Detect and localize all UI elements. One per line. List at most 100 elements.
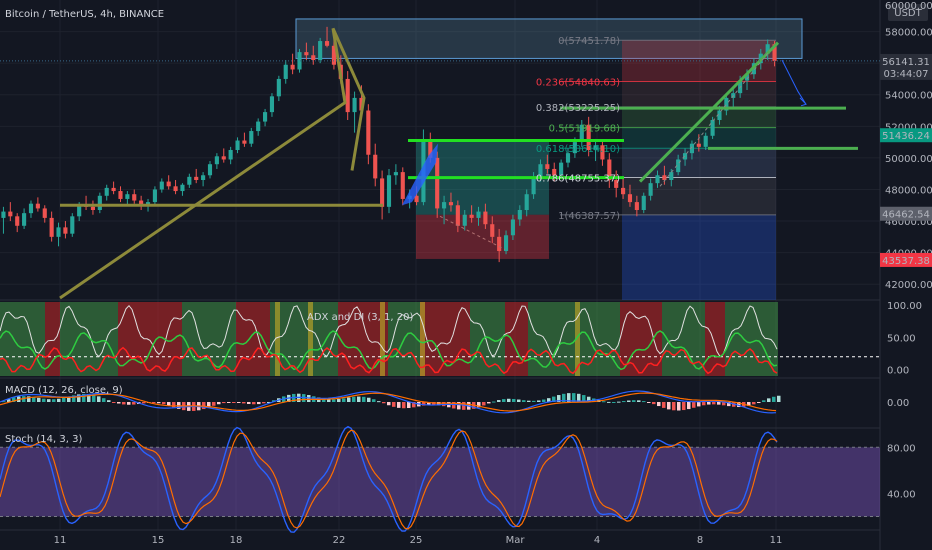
candle-body[interactable] [318,41,323,60]
candle-body[interactable] [132,194,137,201]
candle-body[interactable] [593,145,598,150]
candle-body[interactable] [111,187,116,192]
candle-body[interactable] [703,135,708,147]
candle-body[interactable] [448,202,454,206]
candle-body[interactable] [201,175,206,180]
currency-badge[interactable] [888,4,928,21]
candle-body[interactable] [607,159,612,180]
candle-body[interactable] [462,214,467,226]
price-tag[interactable] [880,252,932,267]
candle-body[interactable] [56,227,61,237]
candle-body[interactable] [139,200,144,206]
candle-body[interactable] [214,156,219,165]
candle-body[interactable] [414,195,419,203]
candle-body[interactable] [304,52,309,56]
candle-body[interactable] [366,110,371,155]
candle-body[interactable] [386,175,392,207]
candle-body[interactable] [662,175,667,180]
candle-body[interactable] [145,202,151,206]
candle-body[interactable] [497,236,502,252]
candle-body[interactable] [228,150,233,160]
candle-body[interactable] [435,157,440,209]
candle-body[interactable] [290,64,295,70]
candle-body[interactable] [70,216,75,234]
candle-body[interactable] [428,140,433,158]
candle-body[interactable] [717,110,722,120]
candle-body[interactable] [689,143,695,154]
candle-body[interactable] [676,159,681,173]
candle-body[interactable] [572,142,577,154]
time-axis[interactable]: 11 15 18 22 25 Mar 4 8 11 [54,535,783,546]
candle-body[interactable] [400,172,405,199]
candle-body[interactable] [1,211,6,218]
candle-body[interactable] [263,112,268,122]
candle-body[interactable] [476,211,481,218]
candle-body[interactable] [724,97,729,111]
candle-body[interactable] [373,154,378,179]
candle-body[interactable] [42,208,47,218]
candle-body[interactable] [744,74,750,81]
price-tag[interactable] [880,53,932,80]
candle-body[interactable] [765,44,770,54]
candle-body[interactable] [634,202,639,210]
candle-body[interactable] [442,202,447,209]
candle-body[interactable] [90,206,96,210]
candle-body[interactable] [63,227,68,234]
candle-body[interactable] [97,195,102,210]
candle-body[interactable] [565,153,571,163]
candle-body[interactable] [35,203,40,209]
candle-body[interactable] [621,187,626,195]
candle-body[interactable] [242,140,247,144]
candle-body[interactable] [517,210,522,220]
candle-body[interactable] [524,194,529,210]
candle-body[interactable] [503,235,509,252]
candle-body[interactable] [531,176,536,195]
candle-body[interactable] [641,195,646,210]
candle-body[interactable] [180,184,185,192]
candle-body[interactable] [483,211,488,225]
candle-body[interactable] [28,203,34,214]
candle-body[interactable] [655,175,660,184]
candle-body[interactable] [235,140,240,150]
candle-body[interactable] [331,45,336,65]
candle-body[interactable] [469,214,474,218]
candle-body[interactable] [173,186,178,192]
candle-body[interactable] [627,194,633,203]
candle-body[interactable] [249,131,254,144]
candle-body[interactable] [297,52,302,70]
price-tag[interactable] [880,128,932,143]
candle-body[interactable] [194,176,199,180]
candle-body[interactable] [166,181,171,187]
candle-body[interactable] [49,217,54,237]
candle-body[interactable] [15,216,20,226]
candle-body[interactable] [380,178,385,207]
candle-body[interactable] [559,162,564,176]
candle-body[interactable] [187,176,192,185]
candle-body[interactable] [276,78,281,97]
candle-body[interactable] [579,124,584,143]
candle-body[interactable] [772,44,777,61]
candle-body[interactable] [352,97,357,113]
candle-body[interactable] [221,156,226,160]
candle-body[interactable] [510,219,515,236]
candle-body[interactable] [8,211,13,217]
candle-body[interactable] [77,205,82,217]
candle-body[interactable] [586,124,591,150]
candle-body[interactable] [648,183,653,196]
candle-body[interactable] [283,64,288,79]
candle-body[interactable] [455,205,460,226]
candle-body[interactable] [710,120,715,136]
candle-body[interactable] [600,145,605,160]
candle-body[interactable] [345,78,350,113]
candle-body[interactable] [545,164,550,169]
candle-body[interactable] [22,213,27,226]
drawings-front[interactable]: 0(57451.78) 0.236(54840.63) 0.382(53225.25… [0,27,880,300]
candle-body[interactable] [696,143,701,147]
candle-body[interactable] [104,187,109,196]
candle-body[interactable] [256,121,261,132]
candle-body[interactable] [669,172,674,180]
price-axis[interactable]: 58000.0056000.0054000.0052000.0050000.00… [880,28,932,501]
candle-body[interactable] [393,172,398,176]
candle-body[interactable] [538,164,543,177]
